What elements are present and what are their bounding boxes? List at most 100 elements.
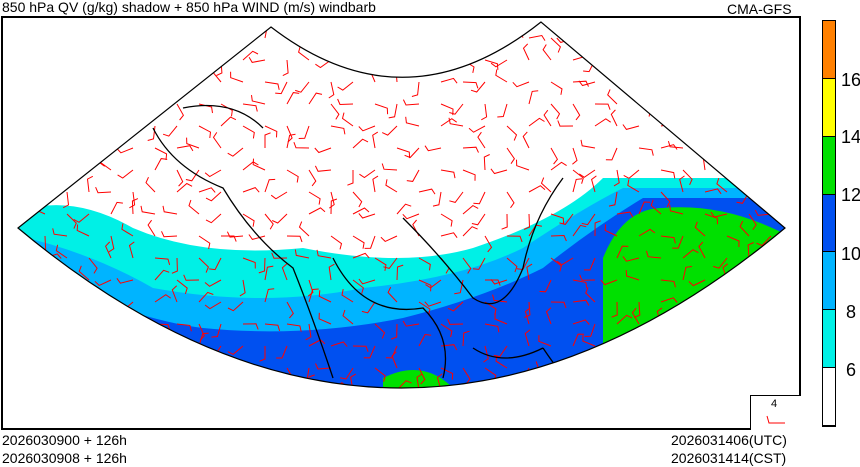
wind-barb (580, 139, 596, 149)
wind-barb (766, 59, 773, 77)
wind-barb (298, 125, 310, 139)
init-time-utc: 2026030900 + 126h (2, 432, 127, 448)
wind-barb (588, 390, 595, 405)
wind-barb (462, 226, 478, 237)
wind-barb (366, 398, 376, 413)
wind-barb (110, 45, 119, 61)
wind-barb (66, 213, 77, 229)
wind-barb (171, 257, 178, 274)
wind-barb (638, 201, 651, 215)
wind-barb (424, 301, 442, 307)
colorbar-label: 12 (841, 185, 860, 205)
wind-barb (186, 137, 200, 149)
wind-barb (726, 73, 743, 83)
wind-barb (694, 399, 705, 412)
wind-barb (215, 367, 223, 384)
wind-barb (523, 213, 531, 230)
colorbar-label: 14 (841, 127, 860, 147)
wind-barb (667, 362, 684, 369)
wind-barb (481, 103, 488, 121)
wind-barb (646, 250, 662, 259)
wind-barb (294, 249, 310, 259)
wind-barb (314, 165, 332, 172)
wind-barb (638, 147, 654, 156)
wind-barb (86, 175, 94, 193)
wind-barb (638, 333, 650, 347)
wind-barb (193, 368, 200, 384)
wind-barb (264, 265, 274, 281)
wind-barb (607, 89, 618, 105)
wind-barb (610, 109, 618, 127)
wind-barb (526, 263, 533, 281)
wind-barb (286, 235, 303, 243)
wind-barb (516, 159, 530, 171)
wind-barb (18, 235, 24, 249)
wind-barb (22, 354, 32, 369)
wind-barb (360, 390, 376, 398)
wind-barb (604, 224, 618, 237)
wind-barb (490, 168, 508, 175)
wind-barb (239, 279, 246, 297)
wind-barb (406, 169, 420, 182)
wind-barb (682, 48, 696, 61)
wind-barb (383, 257, 398, 269)
wind-barb (572, 224, 587, 237)
wind-barb (72, 365, 90, 372)
wind-barb (572, 103, 581, 121)
wind-barb (704, 213, 718, 225)
wind-barb (579, 169, 596, 178)
wind-barb (440, 118, 457, 127)
wind-barb (573, 389, 589, 394)
wind-barb (265, 412, 274, 427)
wind-barb (754, 209, 772, 216)
wind-barb (695, 352, 706, 369)
wind-barb (756, 359, 772, 369)
wind-barb (154, 92, 168, 105)
wind-barb (243, 412, 250, 428)
wind-barb (55, 244, 68, 259)
wind-barb (129, 191, 136, 209)
wind-barb (748, 264, 757, 281)
wind-barb (295, 81, 310, 93)
wind-barb (462, 257, 472, 274)
wind-barb (613, 169, 620, 187)
wind-barb (440, 232, 458, 238)
wind-barb (726, 37, 734, 55)
wind-barb (524, 307, 531, 325)
wind-barb (352, 345, 369, 352)
wind-barb (710, 59, 728, 66)
wind-barb (44, 366, 61, 373)
wind-barb (18, 279, 24, 296)
wind-barb (286, 133, 296, 149)
wind-barb (600, 59, 618, 66)
wind-barb (581, 213, 596, 226)
wind-barb (298, 221, 310, 237)
wind-barb (572, 299, 590, 306)
wind-barb (623, 54, 640, 61)
wind-barb (543, 109, 552, 127)
wind-barb (154, 158, 168, 171)
wind-barb (538, 335, 552, 347)
wind-barb (188, 199, 200, 215)
wind-barb (117, 31, 134, 39)
wind-barb (141, 403, 155, 412)
wind-barb (88, 119, 106, 127)
wind-barb (512, 81, 530, 88)
wind-barb (18, 390, 24, 405)
wind-barb (198, 125, 212, 139)
wind-barb (425, 279, 442, 289)
wind-barb (305, 323, 312, 341)
wind-barb (44, 265, 54, 281)
wind-barb (557, 120, 574, 127)
wind-barb (770, 88, 778, 105)
wind-barb (550, 387, 568, 388)
reference-speed: 4 (771, 398, 778, 410)
wind-barb (195, 373, 202, 388)
wind-barb (440, 344, 458, 351)
wind-barb (107, 109, 114, 127)
wind-barb (471, 213, 486, 226)
wind-barb (187, 25, 200, 39)
wind-barb (440, 213, 453, 227)
wind-barb (264, 178, 276, 193)
wind-barb (242, 213, 255, 227)
